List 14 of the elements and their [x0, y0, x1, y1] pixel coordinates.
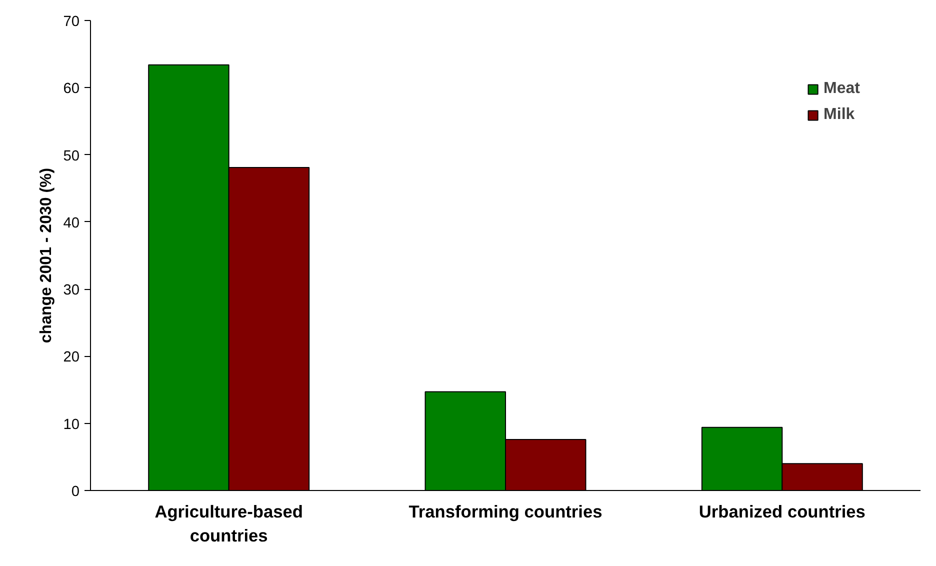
- y-tick-label: 70: [63, 14, 80, 30]
- x-tick-label: Agriculture-based countries: [154, 502, 303, 546]
- x-tick-label: Transforming countries: [408, 502, 602, 522]
- legend-label: Meat: [824, 80, 860, 98]
- y-tick-label: 40: [63, 215, 80, 232]
- legend-label: Milk: [824, 106, 855, 124]
- y-tick-label: 10: [63, 416, 80, 433]
- x-tick-label: Urbanized countries: [698, 502, 866, 522]
- y-tick-label: 0: [71, 484, 80, 500]
- y-tick-label: 50: [63, 148, 80, 164]
- y-tick-label: 30: [63, 282, 80, 299]
- y-axis-title: change 2001 - 2030 (%): [38, 168, 56, 344]
- y-tick-label: 60: [63, 81, 80, 98]
- y-tick-label: 20: [63, 350, 80, 366]
